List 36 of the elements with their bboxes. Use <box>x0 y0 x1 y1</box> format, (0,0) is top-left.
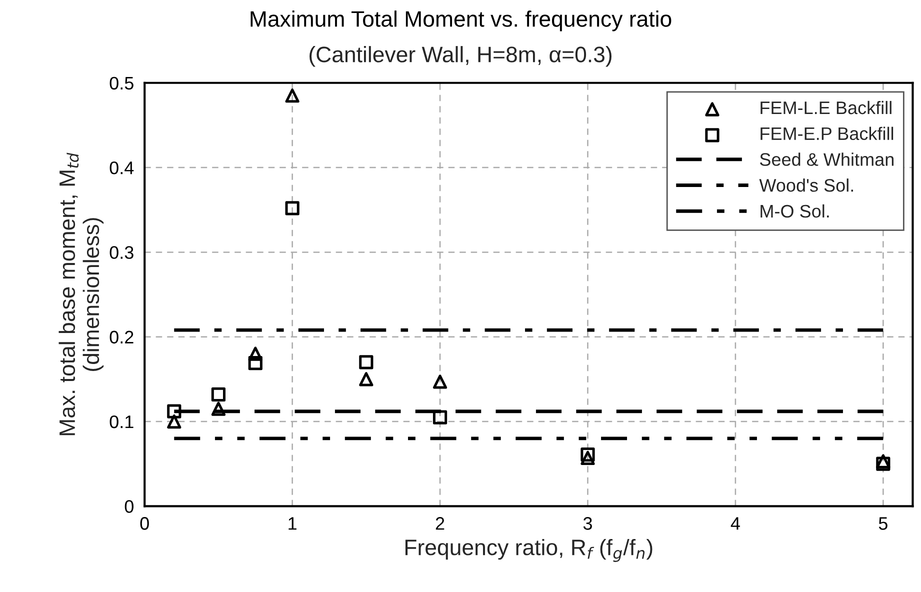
y-tick-label: 0.5 <box>110 76 134 90</box>
y-tick-label: 0.2 <box>110 330 134 344</box>
legend-label: FEM-L.E Backfill <box>760 100 892 114</box>
legend-label: Seed & Whitman <box>760 152 894 166</box>
point <box>876 456 890 471</box>
point <box>359 372 374 386</box>
point <box>167 414 182 429</box>
point <box>432 410 448 424</box>
point <box>211 387 226 402</box>
y-tick-label: 0.3 <box>110 246 134 259</box>
x-tick-label: 2 <box>436 517 444 530</box>
legend-label: M-O Sol. <box>760 204 829 218</box>
x-axis-title: Frequency ratio, R$_{f}$ (f$_{g}$/f$_{n}$) <box>405 538 652 562</box>
y-tick-label: 0 <box>124 500 134 513</box>
legend-label: FEM-E.P Backfill <box>760 126 894 140</box>
point <box>285 88 300 103</box>
x-tick-label: 4 <box>730 517 740 530</box>
x-tick-label: 0 <box>140 517 149 530</box>
point <box>359 355 374 370</box>
x-tick-label: 3 <box>583 517 592 530</box>
text: Max. total base moment, M$_{td}$ (dimensionless) <box>58 152 104 436</box>
chart-subtitle: (Cantilever Wall, H=8m, α=0.3) <box>310 46 612 67</box>
point <box>580 450 595 465</box>
point <box>248 356 262 370</box>
chart-title: Maximum Total Moment vs. frequency ratio <box>250 10 672 32</box>
y-tick-label: 0.1 <box>110 415 134 428</box>
legend-label: Wood's Sol. <box>759 178 853 192</box>
y-tick-label: 0.4 <box>110 161 134 174</box>
point <box>248 346 262 361</box>
point <box>167 404 182 418</box>
x-tick-label: 1 <box>288 517 296 530</box>
point <box>580 447 595 462</box>
point <box>211 402 226 416</box>
point <box>432 374 448 389</box>
point <box>285 201 300 216</box>
x-tick-label: 5 <box>878 517 888 530</box>
